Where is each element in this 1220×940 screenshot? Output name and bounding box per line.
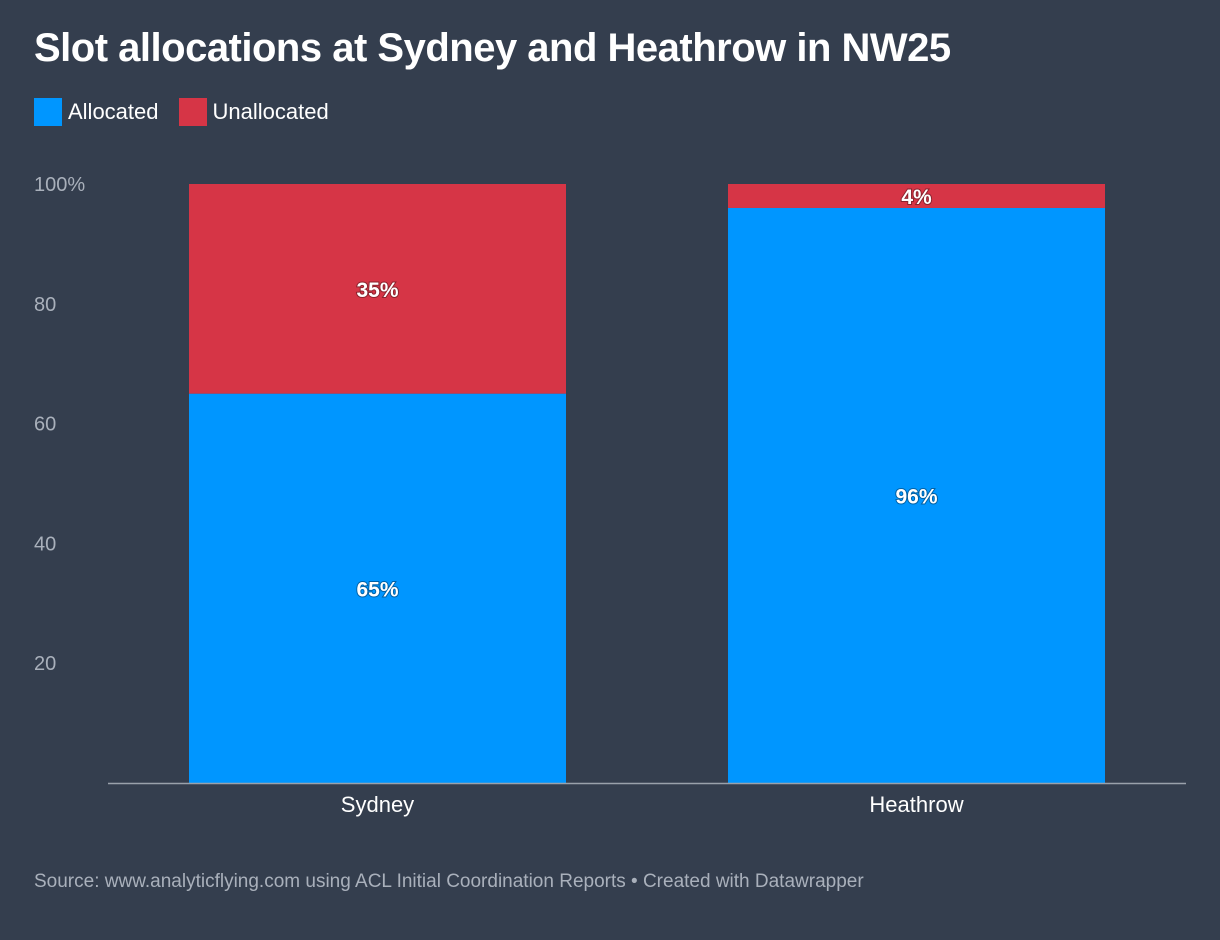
y-tick-label: 60	[34, 414, 56, 436]
bar-unallocated-heathrow	[728, 184, 1105, 208]
y-tick-label: 80	[34, 294, 56, 316]
data-label: 4%	[901, 186, 932, 209]
x-category-label: Heathrow	[869, 792, 963, 817]
source-note: Source: www.analyticflying.com using ACL…	[34, 871, 864, 892]
legend-swatch-unallocated	[178, 98, 207, 126]
legend-item-unallocated: Unallocated	[178, 98, 329, 126]
bar-allocated-sydney	[189, 393, 566, 783]
legend-label-allocated: Allocated	[68, 99, 159, 124]
data-label: 96%	[895, 485, 937, 508]
bar-unallocated-sydney	[189, 184, 566, 394]
data-label: 35%	[356, 279, 398, 302]
x-category-label: Sydney	[341, 792, 414, 817]
stacked-bar-chart: 100% 80 60 40 20 65% 96% 35% 4% Sydney Heathrow	[34, 174, 1186, 817]
y-tick-label: 100%	[34, 174, 85, 196]
legend-label-unallocated: Unallocated	[212, 99, 329, 124]
legend-item-allocated: Allocated	[34, 98, 159, 126]
y-tick-label: 20	[34, 653, 56, 675]
data-label: 65%	[356, 578, 398, 601]
legend-swatch-allocated	[34, 98, 62, 126]
bar-allocated-heathrow	[728, 207, 1105, 783]
legend: Allocated Unallocated	[34, 98, 349, 126]
y-tick-label: 40	[34, 533, 56, 555]
chart-title: Slot allocations at Sydney and Heathrow …	[34, 26, 951, 70]
